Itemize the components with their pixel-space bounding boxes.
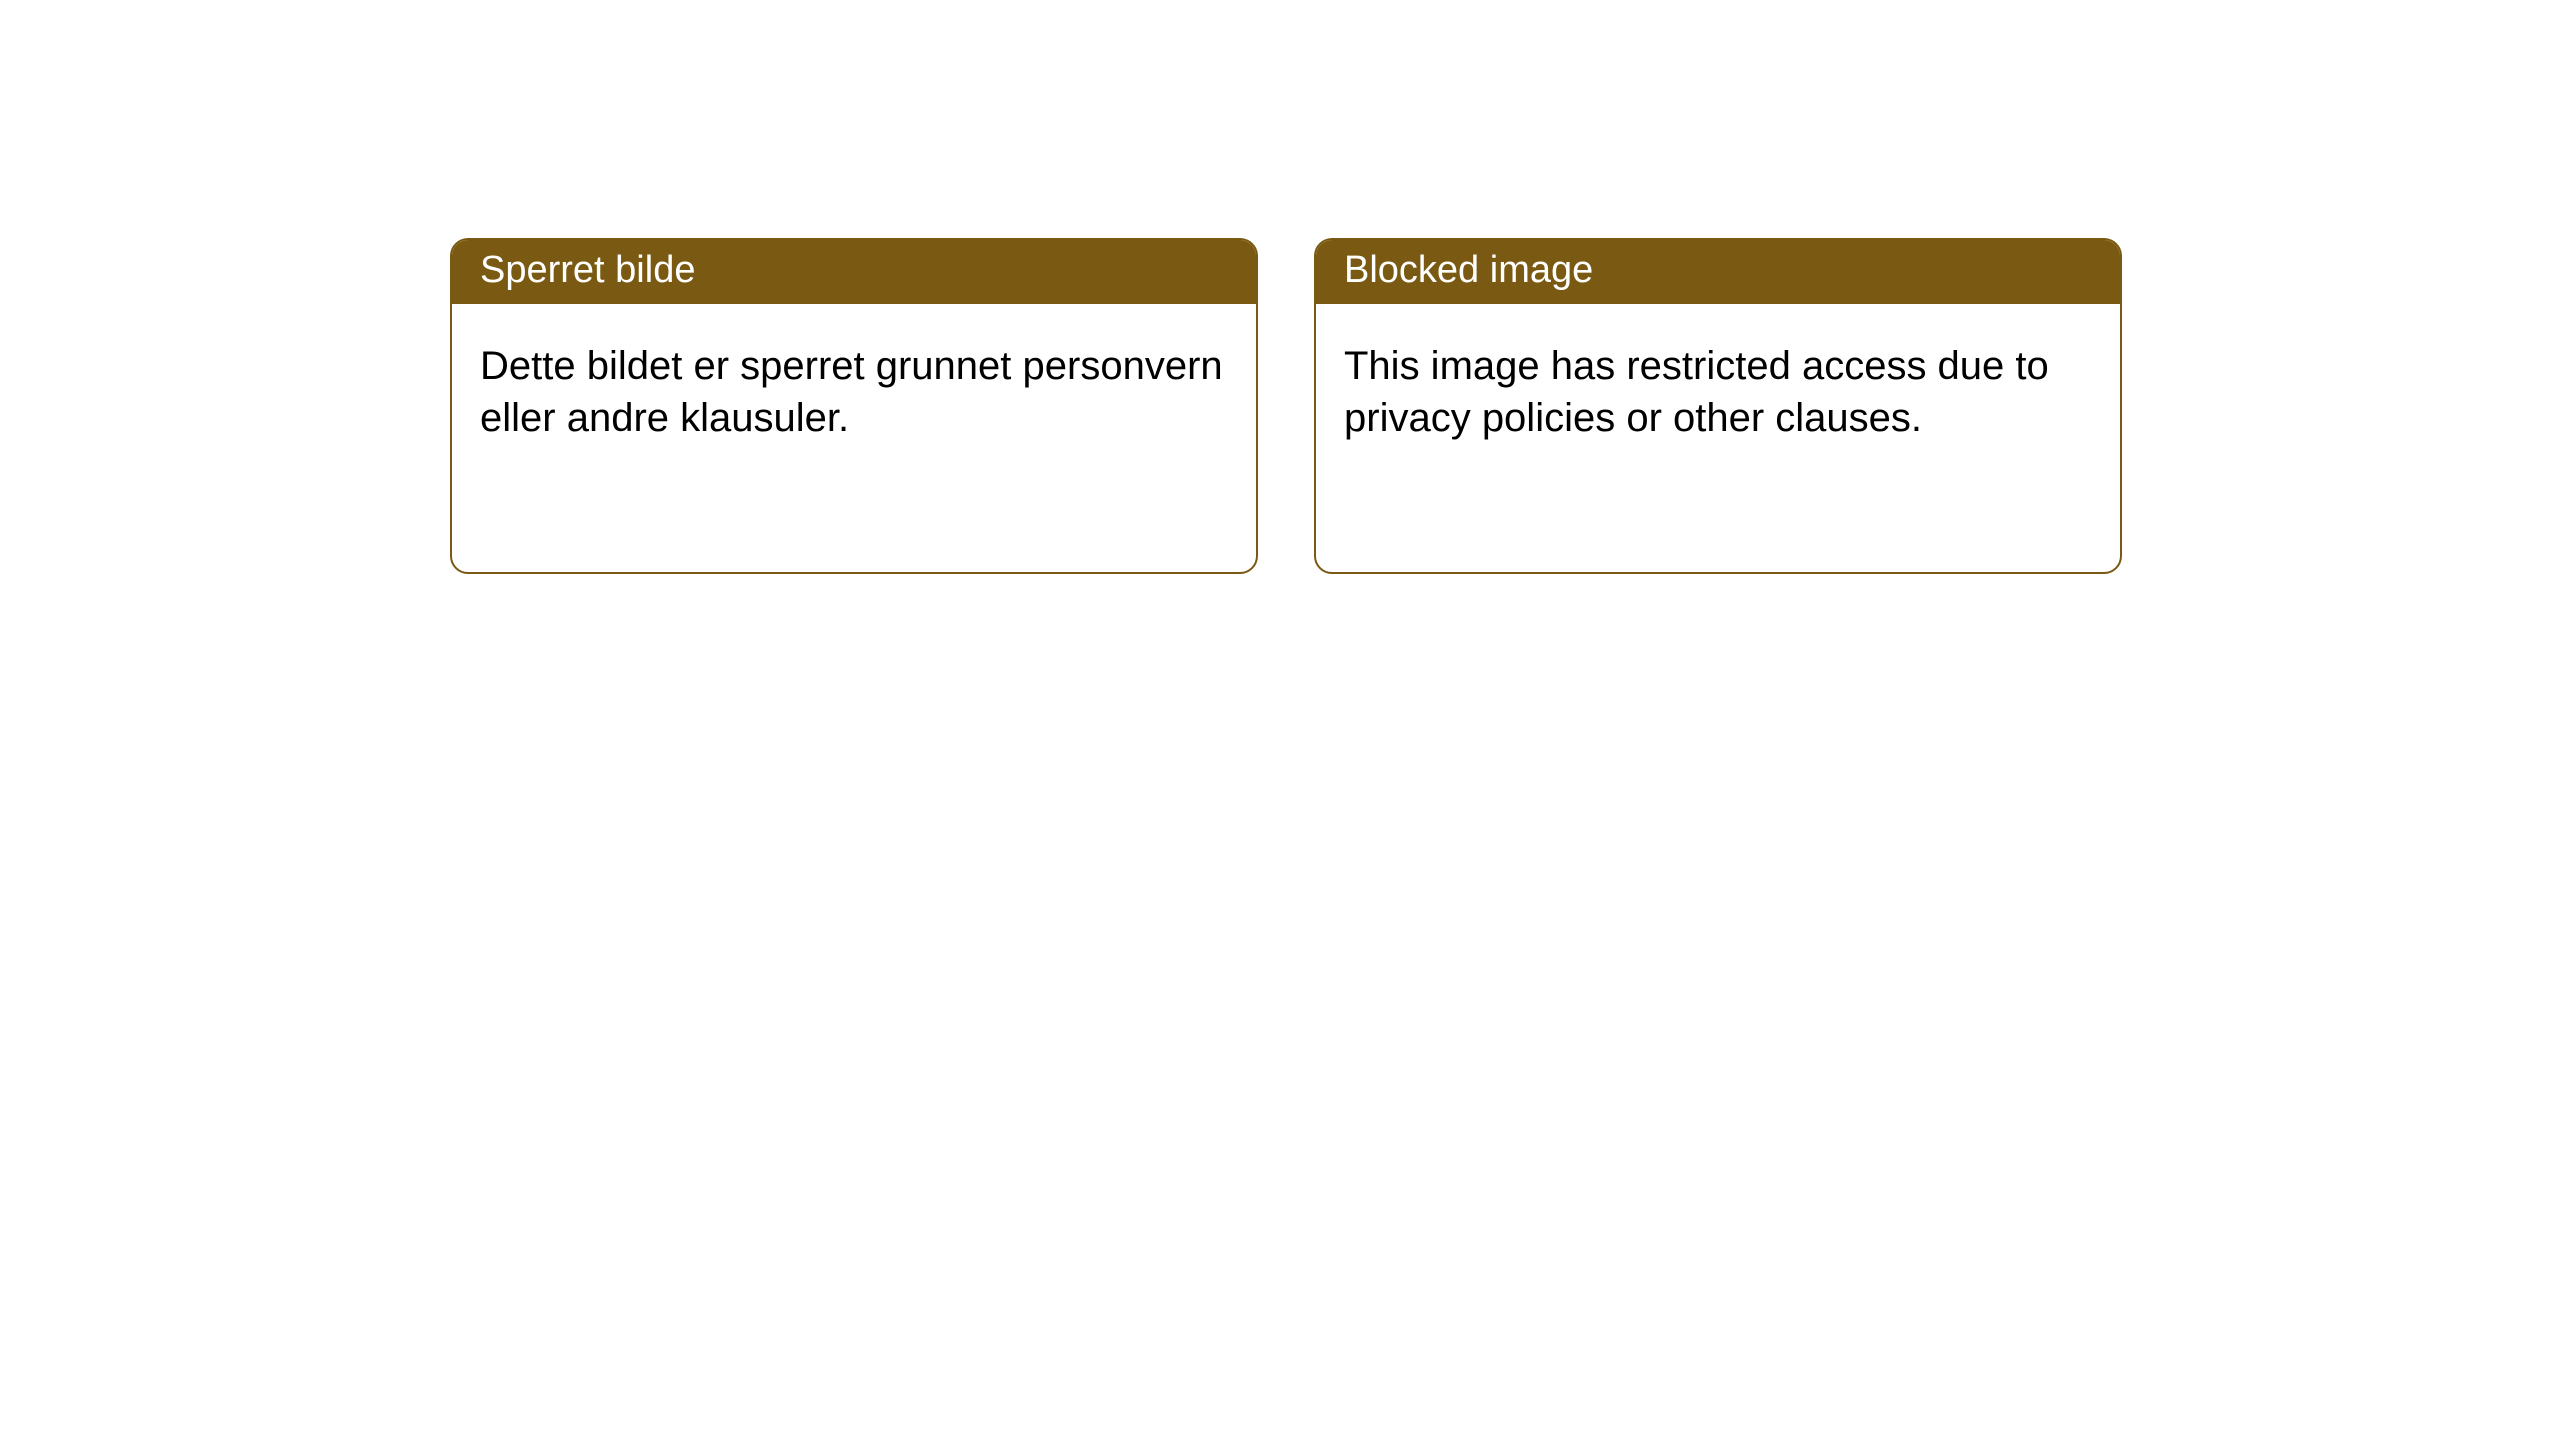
notice-body-norwegian: Dette bildet er sperret grunnet personve… xyxy=(452,304,1256,466)
notice-header-english: Blocked image xyxy=(1316,240,2120,304)
notice-card-norwegian: Sperret bilde Dette bildet er sperret gr… xyxy=(450,238,1258,574)
notice-card-english: Blocked image This image has restricted … xyxy=(1314,238,2122,574)
notice-header-norwegian: Sperret bilde xyxy=(452,240,1256,304)
notice-container: Sperret bilde Dette bildet er sperret gr… xyxy=(0,0,2560,574)
notice-body-english: This image has restricted access due to … xyxy=(1316,304,2120,466)
